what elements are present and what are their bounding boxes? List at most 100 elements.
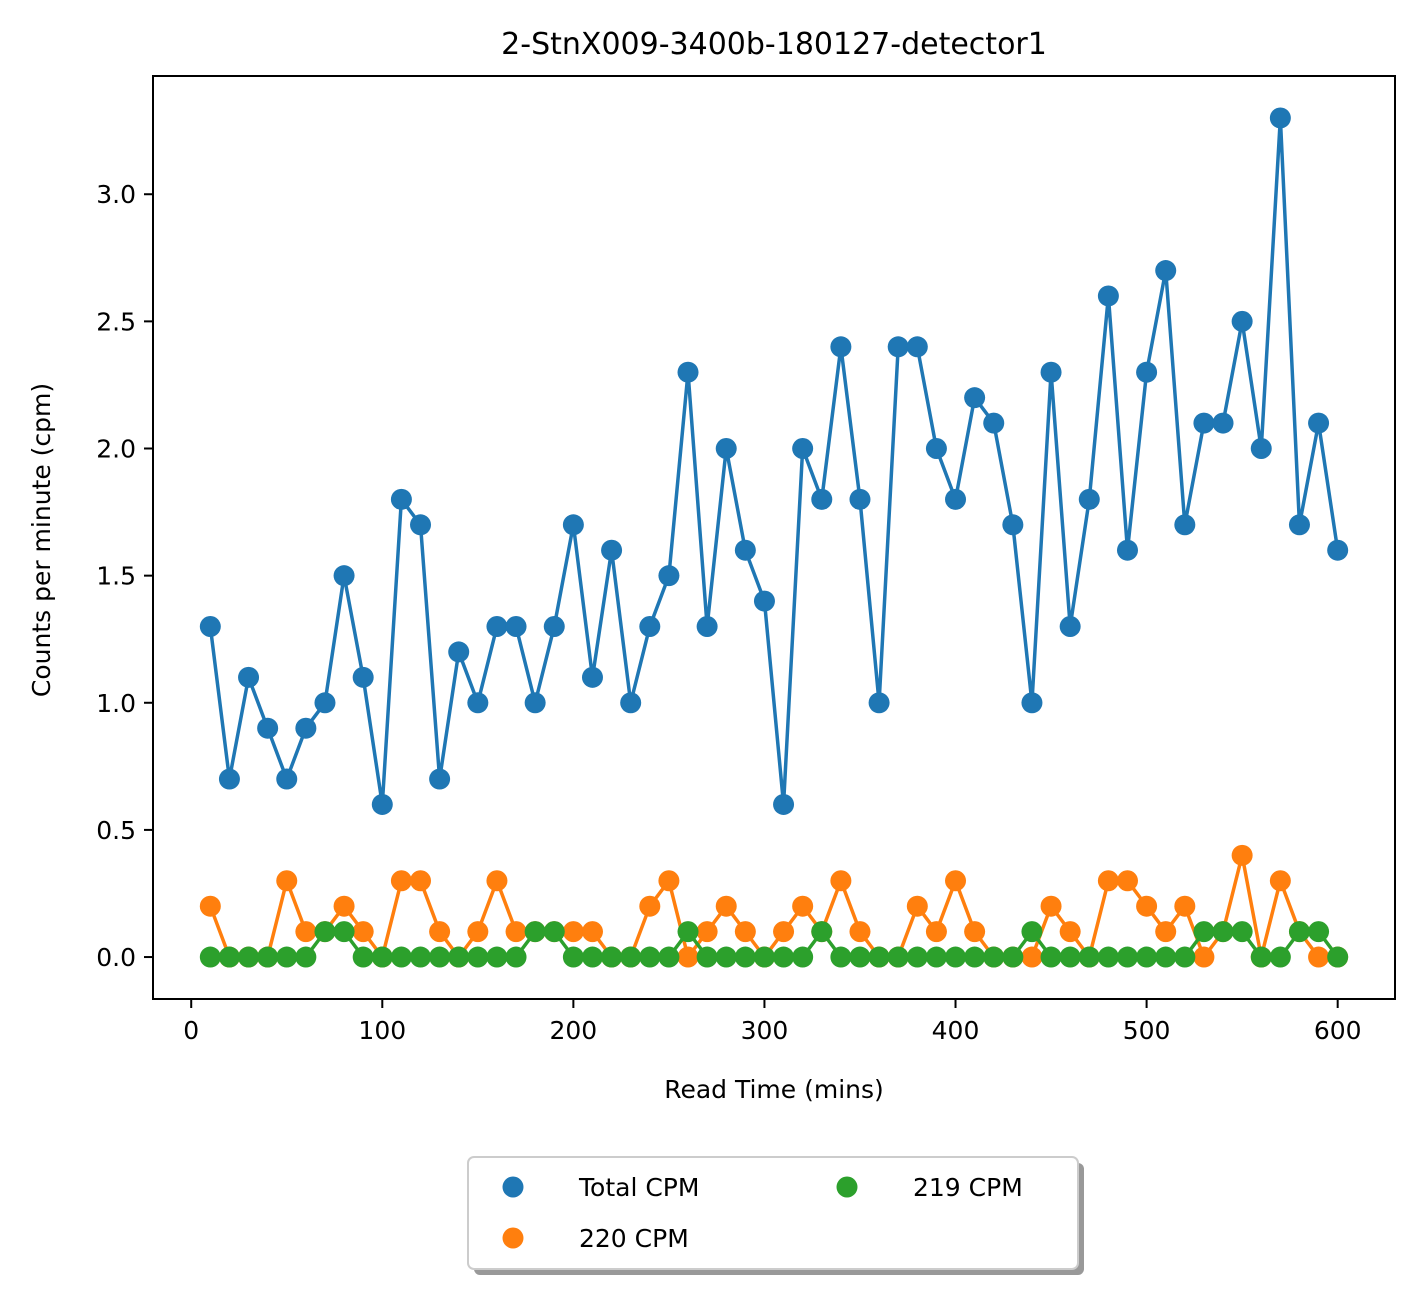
data-point [983,412,1005,434]
data-point [849,488,871,510]
x-axis: 0 100 200 300 400 500 600 [183,999,1362,1045]
data-point [887,946,909,968]
x-axis-label: Read Time (mins) [664,1075,884,1104]
data-point [849,921,871,943]
data-point [1040,895,1062,917]
data-point [1288,921,1310,943]
data-point [505,921,527,943]
data-point [1155,946,1177,968]
data-point [1059,615,1081,637]
data-point [753,946,775,968]
data-point [1059,946,1081,968]
data-point [773,793,795,815]
data-point [390,946,412,968]
data-point [1327,539,1349,561]
data-point [1040,361,1062,383]
data-point [410,870,432,892]
x-tick-label: 300 [741,1016,789,1045]
data-point [467,946,489,968]
data-point [1193,412,1215,434]
series-0 [199,107,1349,815]
data-point [1269,870,1291,892]
data-point [734,539,756,561]
data-point [1078,488,1100,510]
data-point [562,514,584,536]
data-point [390,488,412,510]
data-point [1097,285,1119,307]
data-point [1174,895,1196,917]
legend-marker [836,1176,858,1198]
legend-entries: Total CPM 220 CPM 219 CPM [502,1173,1023,1253]
data-point [467,692,489,714]
data-point [467,921,489,943]
data-point [773,946,795,968]
data-point [925,921,947,943]
data-point [1308,946,1330,968]
data-point [1097,870,1119,892]
data-point [390,870,412,892]
data-point [658,565,680,587]
data-point [486,615,508,637]
legend-marker [502,1227,524,1249]
data-point [276,946,298,968]
legend-marker [502,1176,524,1198]
data-point [448,641,470,663]
data-point [734,946,756,968]
data-point [1212,412,1234,434]
data-point [868,692,890,714]
x-tick-label: 100 [358,1016,406,1045]
data-point [1174,514,1196,536]
y-axis: 0.0 0.5 1.0 1.5 2.0 2.5 3.0 [96,180,153,972]
data-point [410,946,432,968]
data-point [1231,844,1253,866]
data-point [1193,946,1215,968]
x-tick-label: 500 [1123,1016,1171,1045]
data-point [620,692,642,714]
legend: Total CPM 220 CPM 219 CPM [467,1156,1084,1275]
plot-series-layer [199,107,1349,968]
data-point [830,336,852,358]
data-point [257,717,279,739]
legend-box [467,1156,1079,1270]
data-point [524,692,546,714]
legend-label: Total CPM [578,1173,699,1202]
data-point [715,895,737,917]
x-tick-label: 400 [932,1016,980,1045]
data-point [1308,921,1330,943]
data-point [1040,946,1062,968]
data-point [410,514,432,536]
data-point [199,895,221,917]
data-point [1288,514,1310,536]
data-point [314,921,336,943]
data-point [792,895,814,917]
data-point [715,946,737,968]
series-2 [199,921,1349,968]
data-point [792,946,814,968]
x-tick-label: 200 [550,1016,598,1045]
data-point [945,488,967,510]
data-point [333,921,355,943]
data-point [639,946,661,968]
data-point [639,895,661,917]
data-point [1136,361,1158,383]
data-point [1193,921,1215,943]
data-point [333,565,355,587]
data-point [964,387,986,409]
data-point [505,946,527,968]
data-point [925,946,947,968]
data-point [276,870,298,892]
data-point [581,946,603,968]
data-point [1155,921,1177,943]
data-point [581,921,603,943]
data-point [352,666,374,688]
y-tick-label: 0.0 [96,943,136,972]
data-point [792,438,814,460]
data-point [562,946,584,968]
data-point [218,768,240,790]
data-point [1212,921,1234,943]
data-point [1021,946,1043,968]
data-point [1002,514,1024,536]
data-point [983,946,1005,968]
data-point [1021,921,1043,943]
